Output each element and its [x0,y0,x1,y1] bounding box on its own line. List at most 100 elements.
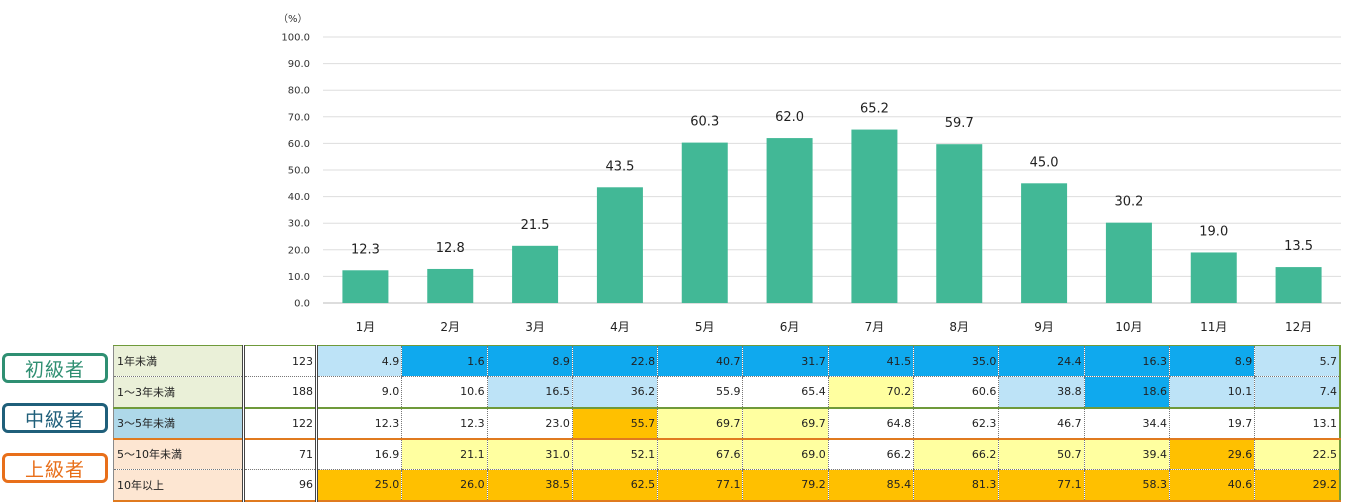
bar-7月 [851,129,898,303]
table-cell: 40.7 [657,345,743,377]
table-cell: 55.9 [657,376,743,409]
table-cell: 4.9 [315,345,402,377]
x-tick-label: 1月 [356,320,376,334]
y-tick-label: 70.0 [288,112,310,123]
table-cell: 67.6 [657,438,743,470]
table-cell: 58.3 [1083,469,1170,502]
y-tick-label: 20.0 [288,245,310,256]
table-cell: 22.8 [571,345,658,377]
table-cell: 60.6 [913,376,999,409]
table-cell: 69.7 [742,407,829,440]
table-cell: 16.3 [1083,345,1170,377]
table-cell: 38.5 [486,469,573,502]
respondent-count: 96 [243,469,318,502]
table-row: 1～3年未満 188 9.0 10.6 16.5 36.2 55.9 65.4 70.2 60.6… [113,376,1342,409]
table-row: 3～5年未満 122 12.3 12.3 23.0 55.7 69.7 69.7 64.8 62.… [113,407,1342,440]
table-cell: 41.5 [827,345,914,377]
table-cell: 70.2 [827,376,914,409]
table-cell: 22.5 [1254,438,1342,470]
bar-1月 [342,270,389,303]
data-label: 19.0 [1199,224,1228,239]
respondent-count: 122 [243,407,318,440]
table-cell: 66.2 [827,438,914,470]
bar-4月 [596,187,643,303]
table-cell: 12.3 [401,407,488,440]
table-cell: 77.1 [657,469,743,502]
bar-10月 [1105,222,1152,303]
table-cell: 13.1 [1254,407,1342,440]
x-tick-label: 8月 [949,320,969,334]
x-tick-label: 5月 [695,320,715,334]
table-cell: 81.3 [913,469,999,502]
table-cell: 8.9 [1168,345,1255,377]
y-tick-label: 50.0 [288,166,310,177]
level-label: 上級者 [24,458,85,481]
y-tick-label: 80.0 [288,86,310,97]
table-cell: 38.8 [998,376,1085,409]
x-tick-label: 4月 [610,320,630,334]
table-cell: 69.7 [657,407,743,440]
table-cell: 36.2 [571,376,658,409]
data-label: 13.5 [1284,239,1313,254]
table-cell: 8.9 [486,345,573,377]
data-labels: 12.3 12.8 21.5 43.5 60.3 62.0 65.2 59.7 45.0 30.2… [351,102,1313,258]
y-unit-label: （%） [278,13,308,25]
bar-9月 [1021,183,1068,303]
table-row: 5～10年未満 71 16.9 21.1 31.0 52.1 67.6 69.0 66.2 66.… [113,438,1342,470]
table-cell: 24.4 [998,345,1085,377]
y-tick-label: 10.0 [288,272,310,283]
row-label: 10年以上 [113,469,245,502]
data-label: 65.2 [860,102,889,117]
table-cell: 10.6 [401,376,488,409]
level-label: 初級者 [24,358,85,381]
respondent-count: 188 [243,376,318,409]
table-cell: 12.3 [315,407,402,440]
data-label: 21.5 [521,218,550,233]
table-cell: 19.7 [1168,407,1255,440]
x-tick-label: 9月 [1034,320,1054,334]
data-label: 30.2 [1114,195,1143,210]
table-cell: 62.3 [913,407,999,440]
bar-2月 [427,268,474,303]
table-cell: 34.4 [1083,407,1170,440]
respondent-count: 71 [243,438,318,470]
table-cell: 31.0 [486,438,573,470]
x-tick-label: 2月 [440,320,460,334]
x-axis-categories: 1月 2月 3月 4月 5月 6月 7月 8月 9月 10月 11月 12月 [356,320,1313,334]
table-cell: 1.6 [401,345,488,377]
respondent-count: 123 [243,345,318,377]
table-cell: 69.0 [742,438,829,470]
table-cell: 9.0 [315,376,402,409]
table-cell: 10.1 [1168,376,1255,409]
table-cell: 26.0 [401,469,488,502]
y-tick-label: 40.0 [288,192,310,203]
table-cell: 35.0 [913,345,999,377]
level-label: 中級者 [24,408,85,431]
bar-11月 [1190,252,1237,303]
table-cell: 31.7 [742,345,829,377]
y-axis-ticks: 0.0 10.0 20.0 30.0 40.0 50.0 60.0 70.0 80.0 90.0 1… [281,33,310,310]
y-tick-label: 30.0 [288,219,310,230]
data-label: 62.0 [775,110,804,125]
table-cell: 50.7 [998,438,1085,470]
bars [342,129,1322,303]
row-label: 1～3年未満 [113,376,245,409]
monthly-rate-table: 1年未満 123 4.9 1.6 8.9 22.8 40.7 31.7 41.5 35.0 24.4… [113,345,1342,502]
table-cell: 18.6 [1083,376,1170,409]
bar-chart: （%） 0.0 10.0 20.0 30.0 40.0 50.0 60.0 70.0 80.0 9… [278,13,1341,334]
data-label: 59.7 [945,116,974,131]
bar-12月 [1275,267,1322,303]
table-row: 10年以上 96 25.0 26.0 38.5 62.5 77.1 79.2 85.4 81.3 7… [113,469,1342,502]
table-cell: 21.1 [401,438,488,470]
x-tick-label: 3月 [525,320,545,334]
table-cell: 79.2 [742,469,829,502]
table-cell: 5.7 [1254,345,1342,377]
data-label: 45.0 [1030,155,1059,170]
table-row: 1年未満 123 4.9 1.6 8.9 22.8 40.7 31.7 41.5 35.0 24.4… [113,345,1342,377]
data-label: 12.8 [436,241,465,256]
table-cell: 16.5 [486,376,573,409]
row-label: 1年未満 [113,345,245,377]
table-cell: 62.5 [571,469,658,502]
level-badge-intermediate: 中級者 [2,403,108,433]
level-badge-advanced: 上級者 [2,453,108,483]
